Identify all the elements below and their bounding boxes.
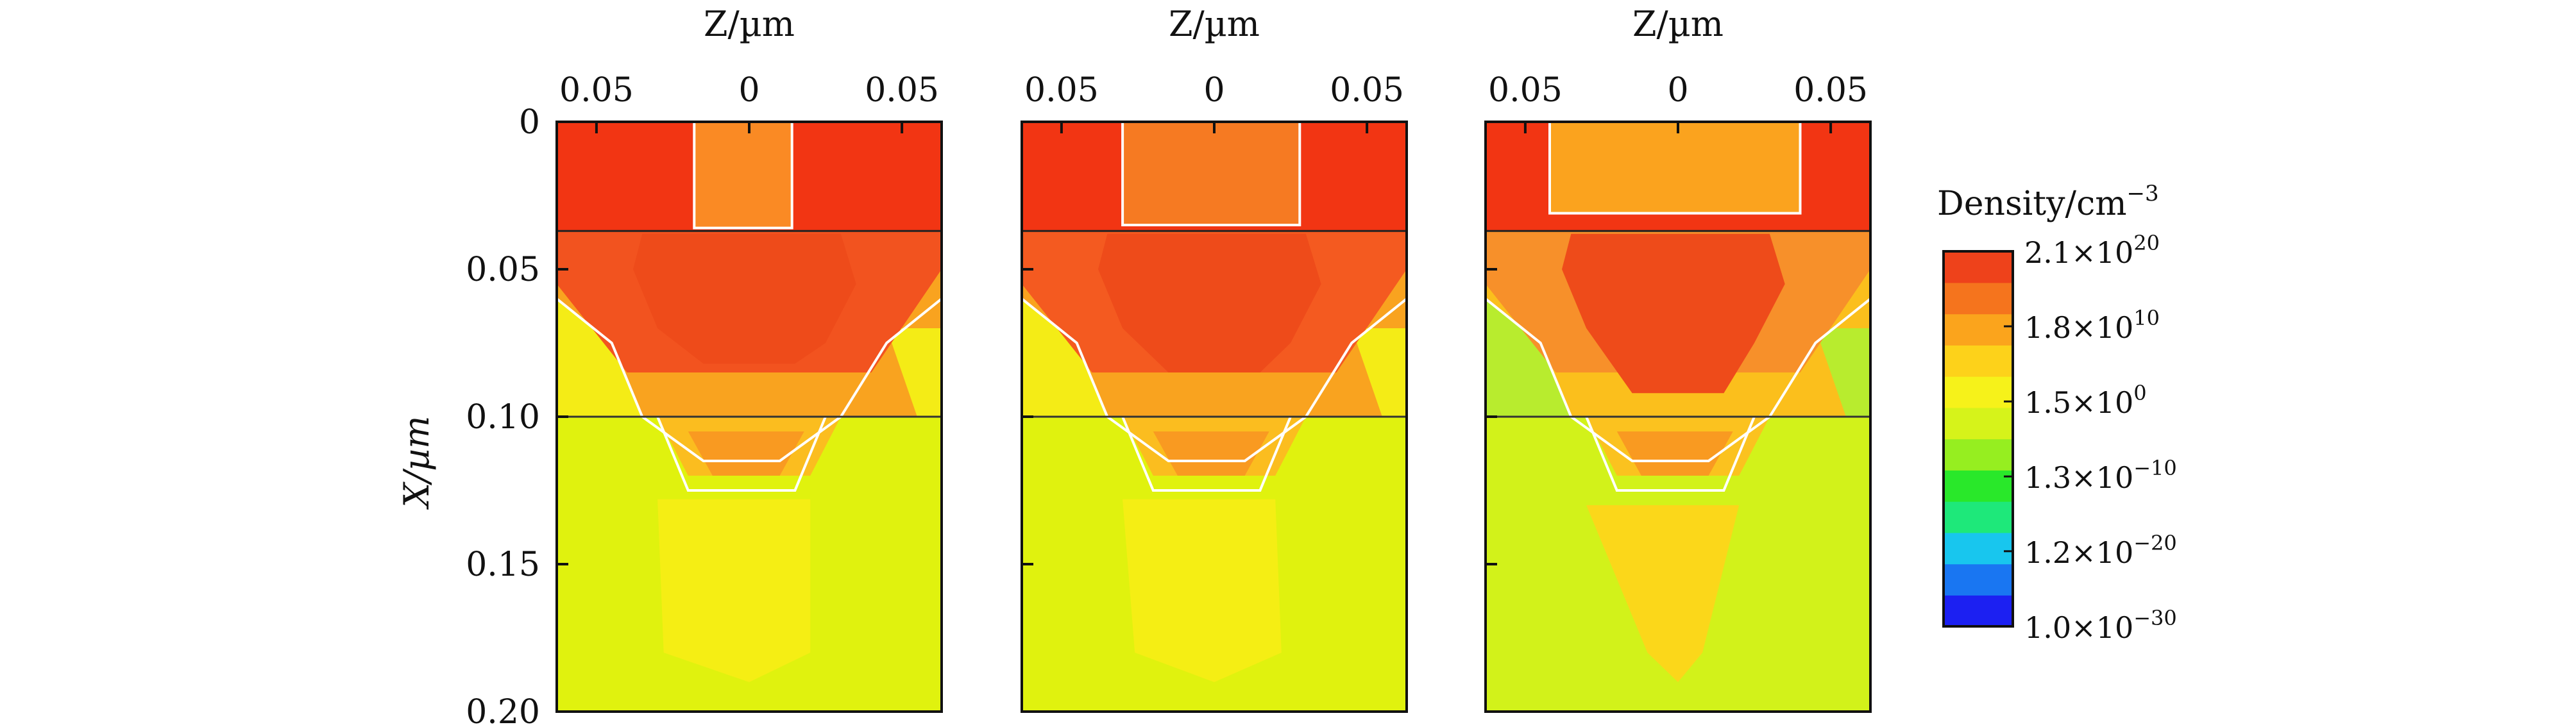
y-tick-label: 0.10	[466, 398, 540, 437]
lower-core-region	[1153, 431, 1269, 476]
mid-right-region	[1815, 328, 1870, 417]
colorbar: Density/cm−3 2.1×1020 1.8×1010 1.5×100 1.3×…	[1937, 181, 2177, 645]
x-tick-label: 0.05	[1793, 71, 1868, 110]
mid-left-region	[1022, 299, 1108, 417]
x-tick-label: 0.05	[1024, 71, 1099, 110]
gate-region	[1123, 122, 1300, 225]
colorbar-swatch	[1944, 532, 2013, 565]
density-map	[1022, 122, 1407, 712]
colorbar-swatch	[1944, 345, 2013, 377]
density-map	[1486, 122, 1870, 712]
colorbar-label: 1.3×10−10	[2024, 456, 2177, 495]
mid-left-region	[557, 299, 643, 417]
colorbar-swatch	[1944, 407, 2013, 440]
gate-contour	[1121, 122, 1301, 226]
mid-right-region	[886, 328, 942, 417]
mid-right-region	[1352, 328, 1407, 417]
x-tick-label: 0	[1203, 71, 1224, 110]
colorbar-swatch	[1944, 282, 2013, 315]
core-region	[1098, 233, 1321, 372]
colorbar-swatches	[1944, 251, 2013, 627]
colorbar-label: 1.5×100	[2024, 381, 2147, 420]
x-tick-label: 0.05	[865, 71, 939, 110]
core-region	[1562, 233, 1785, 394]
deep-center-region	[657, 499, 811, 682]
colorbar-label: 2.1×1020	[2024, 231, 2160, 270]
gate-contour	[1548, 122, 1802, 215]
deep-center-region	[1586, 505, 1740, 682]
colorbar-label: 1.2×10−20	[2024, 531, 2177, 570]
colorbar-swatch	[1944, 439, 2013, 471]
depletion-contour	[1121, 416, 1292, 492]
colorbar-labels: 2.1×1020 1.8×1010 1.5×100 1.3×10−10 1.2×10−2…	[2004, 231, 2177, 645]
panel-1: 0.05 0 0.05 Z/µm	[555, 4, 943, 713]
colorbar-frame	[1942, 250, 2014, 628]
colorbar-swatch	[1944, 501, 2013, 533]
panel-2: 0.05 0 0.05 Z/µm	[1021, 4, 1408, 713]
core-region	[633, 233, 856, 364]
colorbar-label: 1.8×1010	[2024, 306, 2160, 345]
density-map	[557, 122, 942, 712]
x-axis-label: Z/µm	[1632, 4, 1724, 44]
x-tick-label: 0.05	[1488, 71, 1563, 110]
junction-contour	[1022, 297, 1407, 462]
colorbar-swatch	[1944, 595, 2013, 627]
colorbar-swatch	[1944, 313, 2013, 346]
x-tick-label: 0	[738, 71, 759, 110]
colorbar-title-exponent: −3	[2127, 181, 2159, 206]
y-axis-label: X/µm	[396, 416, 437, 510]
gate-region	[1550, 122, 1801, 213]
gate-region	[694, 122, 792, 228]
colorbar-label: 1.0×10−30	[2024, 606, 2177, 645]
lower-core-region	[688, 431, 804, 476]
colorbar-swatch	[1944, 470, 2013, 502]
mid-left-region	[1486, 299, 1572, 417]
deep-center-region	[1123, 499, 1282, 682]
depletion-contour	[656, 416, 827, 492]
depletion-contour	[1585, 416, 1756, 492]
colorbar-swatch	[1944, 251, 2013, 283]
y-tick-label: 0.05	[466, 251, 540, 289]
y-tick-label: 0.20	[466, 693, 540, 727]
y-tick-label: 0.15	[466, 546, 540, 584]
lower-core-region	[1616, 431, 1733, 476]
junction-contour	[1486, 297, 1870, 462]
colorbar-swatch	[1944, 564, 2013, 596]
x-tick-label: 0.05	[1330, 71, 1404, 110]
y-tick-label: 0	[519, 103, 540, 142]
x-tick-label: 0.05	[559, 71, 634, 110]
y-ticks: 0 0.05 0.10 0.15 0.20	[466, 103, 540, 727]
x-axis-label: Z/µm	[1169, 4, 1260, 44]
junction-contour	[557, 297, 942, 462]
x-axis-label: Z/µm	[704, 4, 795, 44]
gate-contour	[693, 122, 793, 230]
panel-3: 0.05 0 0.05 Z/µm	[1484, 4, 1872, 713]
colorbar-title: Density/cm−3	[1937, 181, 2159, 223]
colorbar-swatch	[1944, 376, 2013, 408]
x-tick-label: 0	[1667, 71, 1688, 110]
